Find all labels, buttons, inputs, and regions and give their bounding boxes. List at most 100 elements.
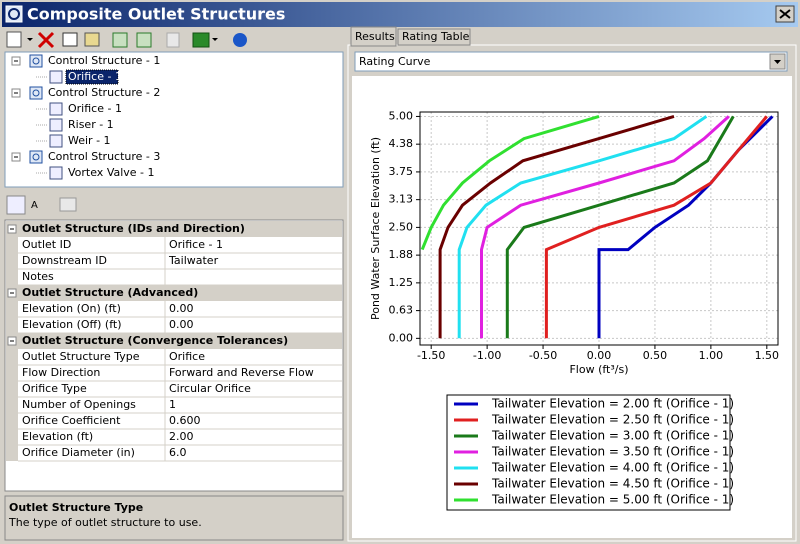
property-name: Downstream ID bbox=[22, 254, 107, 267]
description-text: The type of outlet structure to use. bbox=[8, 516, 202, 529]
gutter bbox=[6, 381, 18, 397]
legend-label: Tailwater Elevation = 2.00 ft (Orifice -… bbox=[491, 397, 734, 411]
y-tick-label: 0.63 bbox=[389, 304, 414, 317]
report-button[interactable] bbox=[166, 32, 180, 48]
property-rows: Outlet Structure (IDs and Direction) Outl… bbox=[6, 221, 342, 462]
property-value[interactable]: Forward and Reverse Flow bbox=[169, 366, 314, 379]
tree-node-label[interactable]: Control Structure - 1 bbox=[48, 54, 160, 67]
gutter bbox=[6, 429, 18, 445]
tree-node-label[interactable]: Control Structure - 2 bbox=[48, 86, 160, 99]
y-axis-label: Pond Water Surface Elevation (ft) bbox=[369, 137, 382, 320]
section-header bbox=[6, 285, 342, 301]
property-value[interactable]: 0.00 bbox=[169, 318, 194, 331]
sort-glyph: A bbox=[31, 200, 38, 211]
x-tick-label: 0.50 bbox=[643, 349, 668, 362]
property-name: Notes bbox=[22, 270, 54, 283]
series-line bbox=[544, 115, 768, 339]
plot-frame bbox=[419, 111, 779, 346]
y-tick-label: 5.00 bbox=[389, 109, 414, 122]
legend-label: Tailwater Elevation = 4.00 ft (Orifice -… bbox=[491, 461, 734, 475]
new-button[interactable] bbox=[6, 31, 22, 48]
y-tick-label: 3.75 bbox=[389, 165, 414, 178]
tree-node-label[interactable]: Weir - 1 bbox=[68, 134, 111, 147]
property-value[interactable]: Tailwater bbox=[168, 254, 219, 267]
x-tick-label: -1.00 bbox=[473, 349, 501, 362]
add-sibling-button[interactable] bbox=[136, 32, 152, 48]
chart: 0.00 0.63 1.25 1.88 2.50 3.13 3.75 4.38 5.00 -1.5… bbox=[369, 109, 779, 511]
property-value[interactable]: 6.0 bbox=[169, 446, 187, 459]
tree-node-label[interactable]: Orifice - 1 bbox=[68, 102, 122, 115]
node-icon bbox=[49, 166, 63, 180]
tree-node-label[interactable]: Riser - 1 bbox=[68, 118, 114, 131]
series-line bbox=[420, 114, 600, 251]
legend bbox=[446, 394, 731, 511]
copy-button[interactable] bbox=[84, 32, 100, 47]
dropdown-arrow[interactable] bbox=[212, 38, 218, 41]
tab-strip: Results Rating Table bbox=[350, 26, 471, 47]
property-name: Flow Direction bbox=[22, 366, 100, 379]
gutter bbox=[6, 397, 18, 413]
categorized-button[interactable] bbox=[6, 195, 26, 215]
tree-node-label[interactable]: Control Structure - 3 bbox=[48, 150, 160, 163]
property-name: Elevation (Off) (ft) bbox=[22, 318, 121, 331]
series-line bbox=[438, 114, 675, 339]
series-line bbox=[505, 115, 735, 339]
property-name: Orifice Diameter (in) bbox=[22, 446, 135, 459]
property-value[interactable]: Orifice bbox=[169, 350, 205, 363]
node-icon-glyph bbox=[32, 153, 40, 161]
pages-button[interactable] bbox=[59, 197, 77, 212]
property-value[interactable]: 0.600 bbox=[169, 414, 201, 427]
description-title: Outlet Structure Type bbox=[9, 501, 143, 514]
tab[interactable] bbox=[350, 26, 397, 47]
property-value[interactable]: 2.00 bbox=[169, 430, 194, 443]
tree-node-label[interactable]: Orifice - 1 bbox=[68, 70, 122, 83]
legend-label: Tailwater Elevation = 3.50 ft (Orifice -… bbox=[491, 445, 734, 459]
gutter bbox=[6, 413, 18, 429]
property-value[interactable]: 1 bbox=[169, 398, 176, 411]
gutter bbox=[6, 301, 18, 317]
legend-label: Tailwater Elevation = 2.50 ft (Orifice -… bbox=[491, 413, 734, 427]
help-button[interactable] bbox=[233, 33, 247, 47]
y-tick-label: 0.00 bbox=[389, 331, 414, 344]
tab-label[interactable]: Rating Table bbox=[402, 30, 470, 43]
y-tick-label: 1.88 bbox=[389, 248, 414, 261]
section-header bbox=[6, 221, 342, 237]
export-button[interactable] bbox=[192, 32, 210, 48]
node-icon bbox=[29, 150, 43, 164]
gutter bbox=[6, 445, 18, 461]
node-icon-glyph bbox=[32, 57, 40, 65]
property-value[interactable]: Circular Orifice bbox=[169, 382, 251, 395]
property-value[interactable]: 0.00 bbox=[169, 302, 194, 315]
tab-label[interactable]: Results bbox=[355, 30, 395, 43]
gutter bbox=[6, 365, 18, 381]
dropdown-arrow bbox=[774, 60, 781, 64]
title-bar bbox=[2, 2, 798, 27]
dropdown-arrow[interactable] bbox=[27, 38, 33, 41]
node-icon bbox=[29, 86, 43, 100]
tab[interactable] bbox=[397, 28, 471, 46]
add-child-button[interactable] bbox=[112, 32, 128, 48]
toolbar bbox=[6, 31, 247, 49]
legend-label: Tailwater Elevation = 4.50 ft (Orifice -… bbox=[491, 477, 734, 491]
property-name: Orifice Coefficient bbox=[22, 414, 121, 427]
tree-node-label[interactable]: Vortex Valve - 1 bbox=[68, 166, 155, 179]
section-title: Outlet Structure (IDs and Direction) bbox=[22, 222, 245, 235]
selection-highlight bbox=[65, 69, 119, 85]
series-line bbox=[480, 115, 730, 339]
x-axis-label: Flow (ft³/s) bbox=[569, 363, 628, 376]
dropdown[interactable] bbox=[354, 51, 788, 72]
rename-button[interactable] bbox=[62, 32, 78, 47]
legend-label: Tailwater Elevation = 5.00 ft (Orifice -… bbox=[491, 493, 734, 507]
delete-button[interactable] bbox=[37, 31, 55, 49]
section-title: Outlet Structure (Advanced) bbox=[22, 286, 198, 299]
series-line bbox=[457, 115, 708, 339]
x-tick-label: -0.50 bbox=[529, 349, 557, 362]
node-icon bbox=[49, 134, 63, 148]
property-name: Elevation (ft) bbox=[22, 430, 93, 443]
property-name: Elevation (On) (ft) bbox=[22, 302, 121, 315]
x-tick-label: -1.50 bbox=[417, 349, 445, 362]
property-value[interactable]: Orifice - 1 bbox=[169, 238, 223, 251]
gutter bbox=[6, 317, 18, 333]
y-tick-label: 4.38 bbox=[389, 137, 414, 150]
